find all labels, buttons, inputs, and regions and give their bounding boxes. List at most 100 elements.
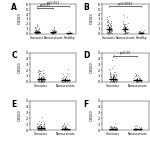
- Point: [66, 81, 68, 83]
- Point: [40, 81, 43, 83]
- Point: [40, 127, 43, 129]
- Point: [113, 128, 115, 130]
- Point: [61, 80, 63, 82]
- Point: [134, 129, 136, 131]
- Point: [134, 129, 136, 131]
- Point: [40, 125, 42, 128]
- Point: [126, 21, 129, 24]
- Point: [108, 128, 111, 130]
- Point: [34, 26, 36, 28]
- Point: [111, 127, 113, 130]
- Point: [53, 32, 55, 34]
- Point: [109, 78, 111, 80]
- Point: [111, 129, 113, 131]
- Point: [66, 80, 68, 82]
- Point: [107, 32, 109, 34]
- Point: [113, 81, 116, 83]
- Point: [135, 74, 137, 76]
- Point: [108, 29, 111, 32]
- Point: [115, 129, 117, 131]
- Point: [34, 27, 36, 29]
- Point: [40, 126, 43, 129]
- Point: [112, 80, 114, 82]
- Point: [112, 80, 114, 82]
- Point: [112, 73, 114, 75]
- Point: [62, 128, 64, 130]
- Point: [43, 128, 46, 131]
- Point: [111, 129, 113, 131]
- Point: [112, 128, 114, 130]
- Point: [111, 129, 113, 131]
- Point: [43, 129, 46, 131]
- Point: [70, 31, 72, 34]
- Point: [138, 80, 141, 83]
- Point: [109, 72, 111, 74]
- Point: [37, 31, 39, 33]
- Point: [35, 31, 37, 34]
- Point: [35, 31, 38, 33]
- Point: [122, 19, 124, 22]
- Point: [69, 31, 71, 33]
- Point: [113, 80, 115, 82]
- Point: [41, 80, 43, 82]
- Point: [115, 79, 117, 81]
- Point: [112, 76, 115, 78]
- Point: [61, 78, 64, 80]
- Point: [36, 80, 39, 83]
- Point: [39, 72, 41, 75]
- Point: [38, 128, 41, 131]
- Point: [53, 27, 55, 29]
- Point: [68, 32, 70, 34]
- Point: [39, 128, 42, 130]
- Point: [135, 74, 138, 77]
- Point: [123, 30, 126, 32]
- Point: [115, 129, 118, 131]
- Point: [36, 30, 38, 32]
- Point: [107, 32, 110, 34]
- Point: [36, 32, 38, 34]
- Point: [108, 28, 110, 30]
- Point: [108, 128, 111, 130]
- Point: [52, 29, 55, 31]
- Point: [139, 129, 141, 131]
- Point: [42, 126, 44, 129]
- Point: [109, 129, 111, 131]
- Point: [140, 32, 143, 34]
- Point: [109, 80, 112, 82]
- Point: [41, 77, 43, 79]
- Point: [38, 30, 40, 32]
- Point: [41, 80, 43, 83]
- Point: [110, 76, 112, 78]
- Point: [126, 16, 128, 18]
- Point: [138, 32, 140, 34]
- Point: [63, 79, 65, 82]
- Point: [35, 31, 37, 34]
- Point: [107, 24, 110, 26]
- Point: [54, 30, 57, 32]
- Point: [37, 27, 40, 29]
- Point: [125, 31, 128, 34]
- Point: [110, 25, 112, 28]
- Point: [67, 31, 70, 34]
- Point: [39, 77, 41, 80]
- Point: [54, 30, 56, 32]
- Point: [38, 73, 41, 76]
- Point: [42, 78, 44, 80]
- Point: [140, 29, 142, 31]
- Point: [114, 129, 116, 131]
- Point: [124, 31, 127, 34]
- Point: [37, 128, 39, 131]
- Point: [110, 128, 113, 130]
- Point: [42, 77, 44, 79]
- Point: [35, 32, 37, 35]
- Point: [107, 30, 110, 32]
- Point: [36, 31, 38, 33]
- Point: [112, 81, 115, 83]
- Point: [63, 80, 65, 83]
- Point: [43, 127, 45, 129]
- Point: [38, 30, 40, 32]
- Point: [42, 125, 44, 128]
- Point: [38, 73, 40, 76]
- Point: [136, 81, 139, 83]
- Point: [36, 32, 38, 35]
